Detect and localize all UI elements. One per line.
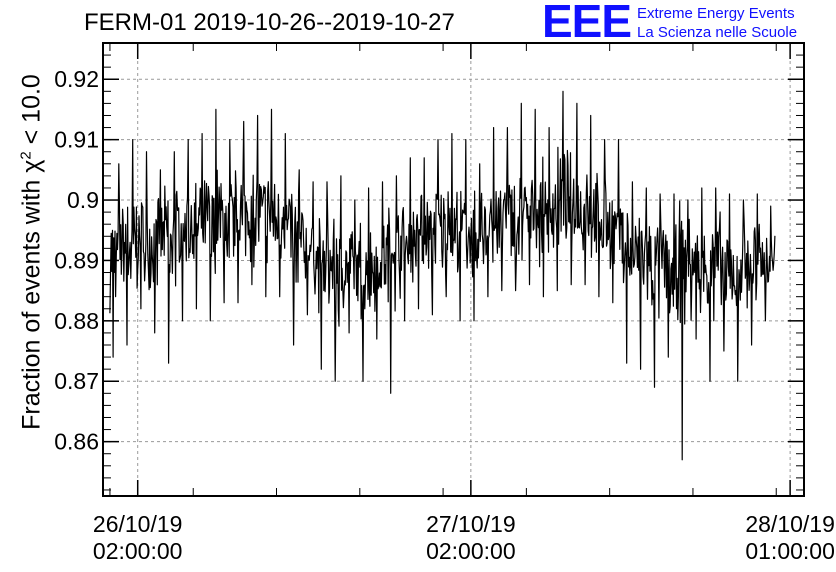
- y-axis-label-sup: 2: [17, 151, 35, 160]
- x-tick-label-time: 01:00:00: [745, 538, 835, 564]
- x-tick-label-time: 02:00:00: [93, 538, 183, 564]
- y-axis-label-tail: < 10.0: [17, 74, 46, 152]
- y-tick-label: 0.89: [54, 247, 99, 273]
- series-line: [109, 90, 776, 461]
- x-tick-label-date: 28/10/19: [745, 511, 835, 537]
- x-tick-label-date: 26/10/19: [93, 511, 183, 537]
- eee-logo-letters: EEE: [542, 0, 632, 47]
- y-tick-label: 0.9: [67, 187, 99, 213]
- x-tick-label-date: 27/10/19: [426, 511, 516, 537]
- y-axis-label-main: Fraction of events with χ: [17, 159, 46, 430]
- chart-title: FERM-01 2019-10-26--2019-10-27: [84, 9, 455, 36]
- logo-caption-line1: Extreme Energy Events: [637, 5, 795, 22]
- y-tick-label: 0.87: [54, 368, 99, 394]
- eee-logo: EEE Extreme Energy Events La Scienza nel…: [542, 0, 834, 47]
- x-tick-label-time: 02:00:00: [426, 538, 516, 564]
- y-tick-label: 0.86: [54, 429, 99, 455]
- axis-ticks: [103, 42, 804, 496]
- logo-caption-line2: La Scienza nelle Scuole: [637, 24, 798, 41]
- y-axis-label: Fraction of events with χ2 < 10.0: [17, 74, 46, 430]
- y-tick-label: 0.88: [54, 308, 99, 334]
- y-tick-label: 0.92: [54, 66, 99, 92]
- y-tick-label: 0.91: [54, 127, 99, 153]
- plot-frame: [102, 42, 805, 497]
- axis-tick-labels: 0.860.870.880.890.90.910.9226/10/1902:00…: [54, 66, 835, 564]
